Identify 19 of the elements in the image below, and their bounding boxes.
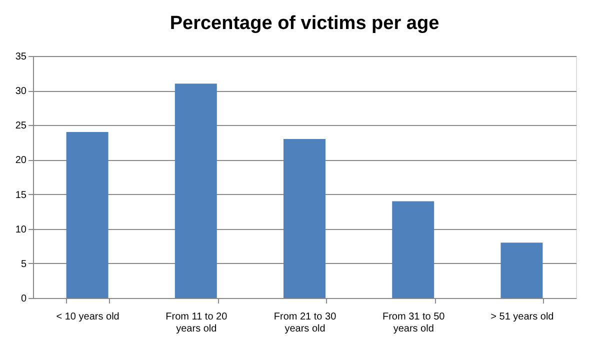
x-tick-label: From 31 to 50 years old (382, 312, 446, 334)
y-tick-label: 15 (15, 190, 27, 201)
y-tick-label: 20 (15, 155, 27, 166)
y-tick-label: 10 (15, 224, 27, 236)
bar (284, 138, 326, 298)
bar (392, 201, 434, 298)
y-tick-label: 25 (15, 120, 27, 132)
x-tick-label: From 21 to 30 years old (274, 312, 337, 334)
bar (66, 132, 108, 298)
y-tick-label: 30 (15, 86, 27, 98)
bar (174, 84, 217, 298)
x-tick-label: From 11 to 20 years old (166, 312, 228, 334)
y-tick-label: 5 (20, 258, 27, 270)
y-tick-label: 0 (20, 294, 27, 304)
x-tick-label: > 51 years old (490, 312, 554, 322)
bar (500, 242, 543, 298)
y-tick-label: 35 (15, 52, 27, 62)
x-tick-label: < 10 years old (56, 312, 120, 322)
chart-title: Percentage of victims per age (170, 13, 440, 34)
